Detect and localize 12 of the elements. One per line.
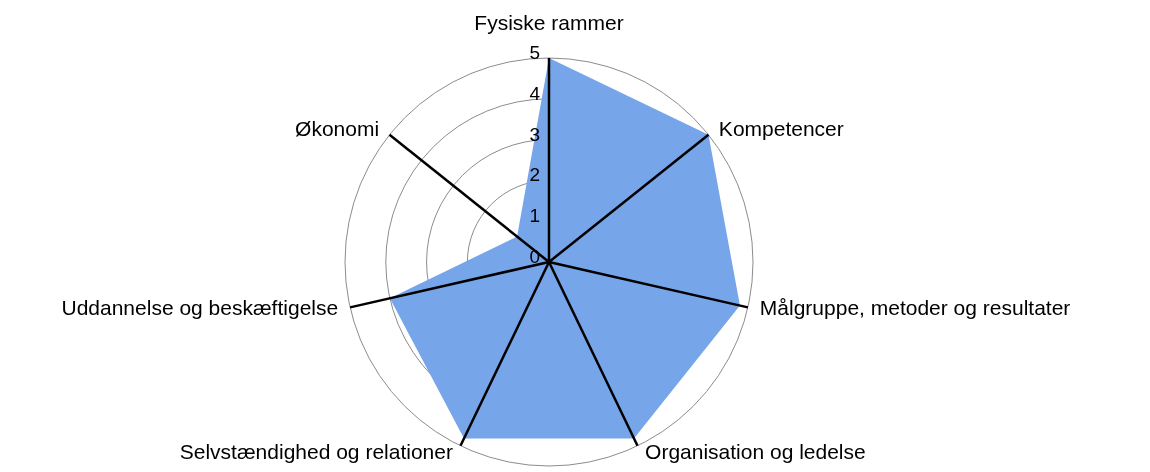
spoke-label: Fysiske rammer [474, 10, 624, 34]
spoke-label: Kompetencer [718, 116, 844, 140]
spoke-label: Selvstændighed og relationer [179, 440, 453, 464]
spoke-label: Målgruppe, metoder og resultater [759, 296, 1071, 320]
spoke-label: Uddannelse og beskæftigelse [61, 296, 339, 320]
y-tick-label: 1 [529, 205, 540, 227]
y-tick-label: 5 [529, 42, 540, 63]
spoke-label: Organisation og ledelse [645, 440, 866, 464]
y-tick-label: 2 [529, 164, 540, 186]
y-tick-label: 4 [529, 82, 541, 104]
y-tick-label: 3 [529, 123, 540, 145]
spoke-label: Økonomi [295, 116, 380, 140]
